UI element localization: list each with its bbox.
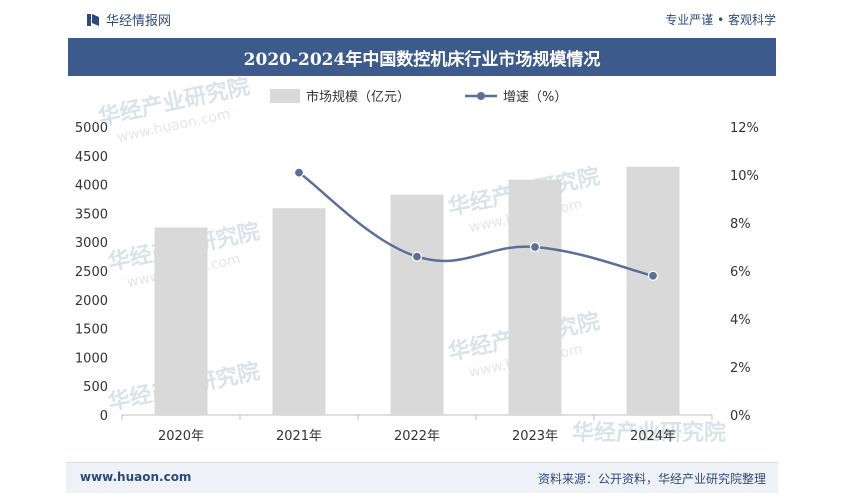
footer: www.huaon.com 资料来源：公开资料，华经产业研究院整理 <box>66 462 778 493</box>
y-left-tick-label: 3000 <box>75 236 108 251</box>
x-tick-label: 2021年 <box>276 429 322 444</box>
legend-line-label: 增速（%） <box>503 90 567 105</box>
bar <box>508 179 562 415</box>
bar <box>272 208 326 415</box>
y-left-tick-label: 4000 <box>75 179 108 194</box>
brand: 华经情报网 <box>86 10 171 29</box>
y-left-tick-label: 500 <box>83 380 108 395</box>
y-right-tick-label: 8% <box>730 217 751 232</box>
y-right-tick-label: 6% <box>730 265 751 280</box>
line-series <box>293 167 659 281</box>
footer-source: 资料来源：公开资料，华经产业研究院整理 <box>537 472 766 486</box>
brand-logo-icon <box>87 13 99 26</box>
slogan: 专业严谨 • 客观科学 <box>665 13 776 27</box>
legend: 市场规模（亿元） 增速（%） <box>270 89 567 105</box>
growth-line <box>298 171 654 278</box>
line-point <box>647 270 659 281</box>
bar <box>154 227 208 415</box>
chart-title: 2020-2024年中国数控机床行业市场规模情况 <box>68 38 776 76</box>
y-right-tick-label: 2% <box>730 361 751 376</box>
brand-name: 华经情报网 <box>106 14 172 29</box>
legend-bar-swatch <box>270 89 300 103</box>
y-left-tick-label: 2000 <box>75 294 108 309</box>
bar <box>390 194 444 415</box>
y-right-tick-label: 0% <box>730 409 751 424</box>
y-right-tick-label: 12% <box>730 121 759 136</box>
footer-website: www.huaon.com <box>80 470 192 484</box>
y-left-tick-label: 4500 <box>75 150 108 165</box>
y-left-tick-label: 1000 <box>75 351 108 366</box>
x-tick-label: 2023年 <box>512 429 558 444</box>
line-point <box>293 167 305 178</box>
watermark-text: 华经产业研究院 <box>572 420 726 446</box>
x-tick-label: 2022年 <box>394 429 440 444</box>
y-left-tick-label: 0 <box>100 409 108 424</box>
y-left-tick-label: 5000 <box>75 121 108 136</box>
legend-line-marker <box>477 92 485 100</box>
line-point <box>411 251 423 262</box>
header-bar: 华经情报网 专业严谨 • 客观科学 <box>66 6 776 34</box>
bar <box>626 166 680 415</box>
legend-bar-label: 市场规模（亿元） <box>306 89 410 105</box>
x-tick-label: 2020年 <box>158 429 204 444</box>
line-point <box>529 241 541 253</box>
y-right-tick-label: 10% <box>730 169 759 184</box>
y-left-tick-label: 2500 <box>75 265 108 280</box>
y-right-tick-label: 4% <box>730 313 751 328</box>
bar-series <box>154 166 680 415</box>
y-left-tick-label: 1500 <box>75 323 108 338</box>
y-left-tick-label: 3500 <box>75 207 108 222</box>
x-tick-label: 2024年 <box>630 429 676 444</box>
